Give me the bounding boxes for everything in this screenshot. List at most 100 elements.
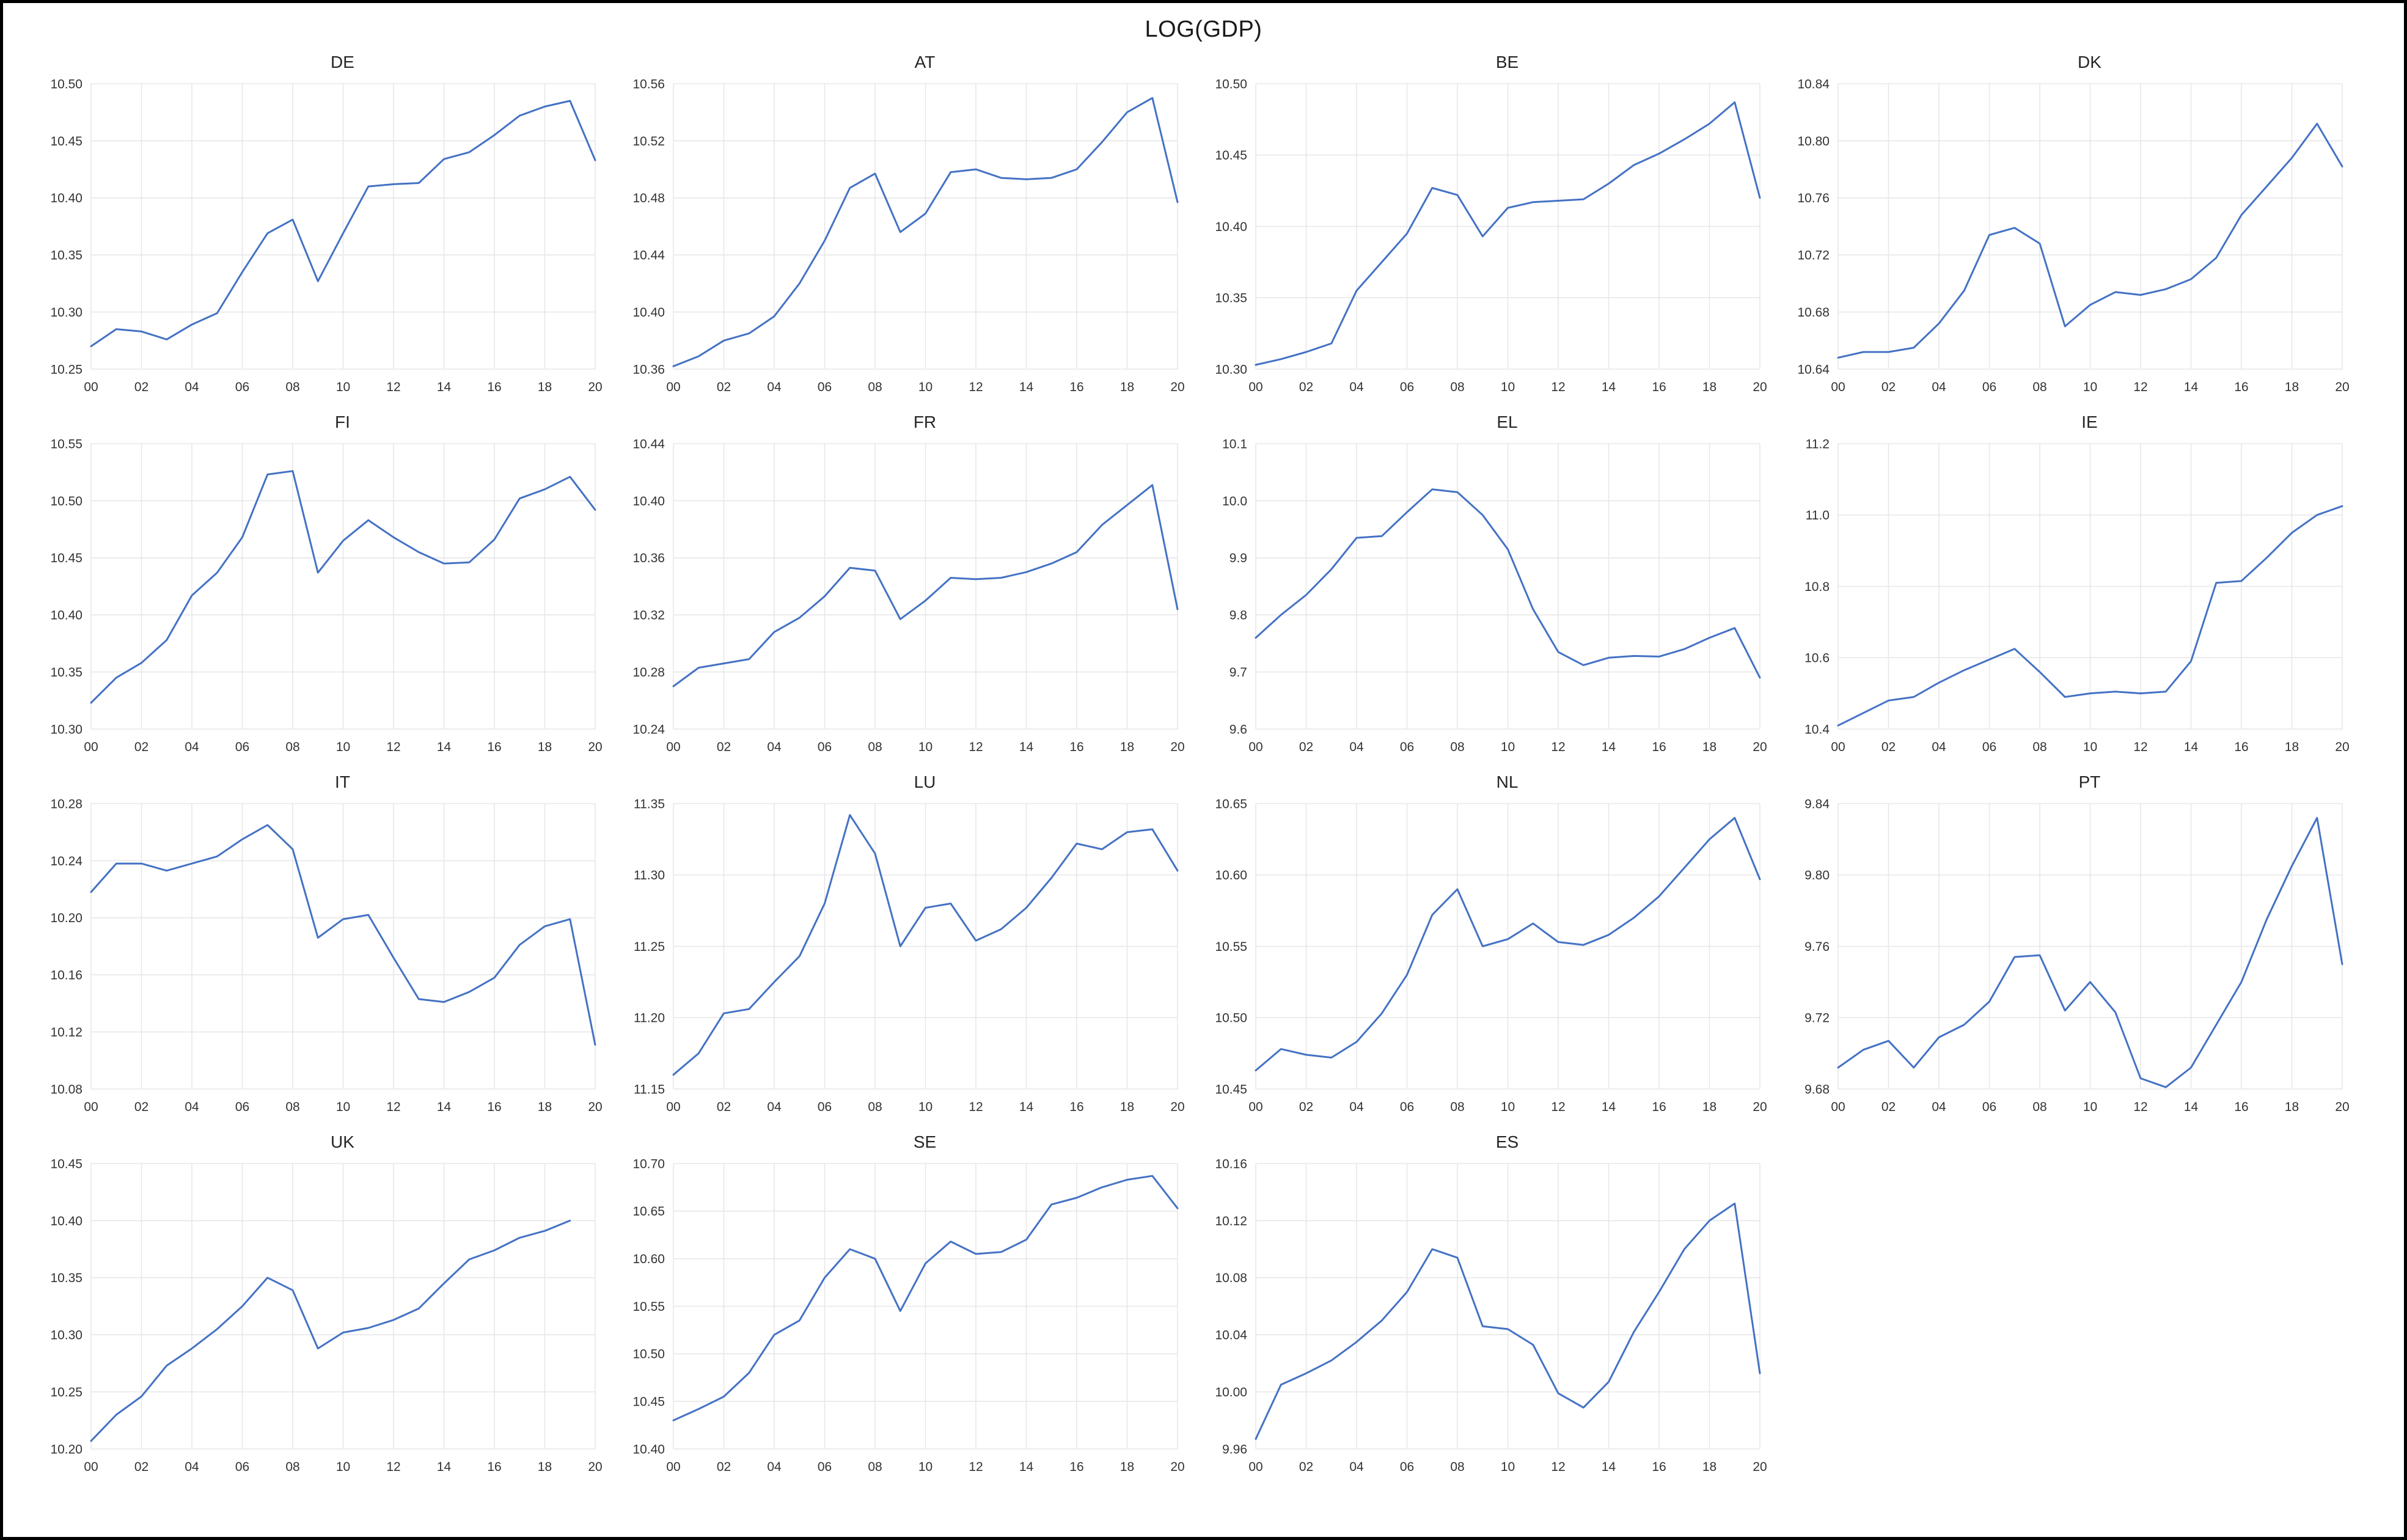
svg-text:11.30: 11.30 (634, 868, 665, 882)
svg-text:06: 06 (235, 740, 249, 754)
svg-text:00: 00 (84, 740, 98, 754)
svg-text:10.40: 10.40 (50, 191, 82, 205)
svg-text:10.08: 10.08 (50, 1082, 82, 1096)
svg-text:20: 20 (2335, 1100, 2349, 1114)
svg-text:10.12: 10.12 (1215, 1214, 1247, 1228)
svg-text:10.40: 10.40 (632, 306, 665, 320)
svg-text:16: 16 (1069, 380, 1083, 394)
svg-text:04: 04 (767, 380, 782, 394)
svg-text:18: 18 (1120, 740, 1134, 754)
svg-text:11.2: 11.2 (1806, 437, 1830, 451)
svg-text:00: 00 (1248, 1460, 1262, 1474)
svg-text:02: 02 (717, 1460, 731, 1474)
chart-plot: 10.36 10.40 10.44 10.48 10.52 10.56 00 02 04 06 08… (632, 77, 1184, 394)
svg-text:12: 12 (386, 1460, 400, 1474)
svg-text:10.50: 10.50 (50, 494, 82, 508)
svg-text:08: 08 (868, 1460, 882, 1474)
svg-text:10.24: 10.24 (632, 722, 665, 736)
svg-text:14: 14 (437, 380, 452, 394)
svg-text:06: 06 (1982, 740, 1996, 754)
svg-text:16: 16 (1652, 1100, 1666, 1114)
chart-title: UK (331, 1132, 354, 1151)
svg-text:14: 14 (1019, 1100, 1034, 1114)
svg-text:10.1: 10.1 (1222, 437, 1247, 451)
svg-text:10: 10 (918, 1460, 932, 1474)
svg-text:10.84: 10.84 (1797, 77, 1830, 91)
svg-text:10.35: 10.35 (50, 249, 82, 263)
svg-text:10: 10 (918, 380, 932, 394)
svg-text:18: 18 (1120, 1100, 1134, 1114)
svg-text:14: 14 (1019, 740, 1034, 754)
svg-text:10.50: 10.50 (632, 1348, 665, 1362)
svg-text:9.7: 9.7 (1229, 666, 1247, 680)
svg-text:16: 16 (2234, 380, 2248, 394)
svg-text:16: 16 (487, 1460, 501, 1474)
svg-text:18: 18 (538, 740, 552, 754)
svg-text:20: 20 (1753, 1460, 1767, 1474)
svg-text:9.96: 9.96 (1222, 1442, 1247, 1456)
svg-text:12: 12 (2133, 740, 2147, 754)
svg-text:12: 12 (969, 740, 983, 754)
svg-text:06: 06 (1400, 380, 1414, 394)
chart-panel: IT 10.08 10.12 10.16 10.20 10.24 10.28 00 02 04 0… (41, 771, 612, 1122)
chart-plot: 11.15 11.20 11.25 11.30 11.35 00 02 04 06 08 10 12 1… (634, 797, 1185, 1114)
svg-text:10.6: 10.6 (1804, 651, 1830, 666)
svg-text:18: 18 (1120, 1460, 1134, 1474)
chart-panel: ES 9.96 10.00 10.04 10.08 10.12 10.16 00 02 04 06… (1206, 1131, 1777, 1482)
svg-text:12: 12 (969, 1100, 983, 1114)
chart-title: NL (1496, 772, 1519, 791)
svg-text:18: 18 (2285, 1100, 2299, 1114)
svg-text:10: 10 (336, 1460, 350, 1474)
svg-text:20: 20 (1753, 740, 1767, 754)
svg-text:10.45: 10.45 (1215, 1082, 1247, 1096)
svg-text:08: 08 (2032, 740, 2046, 754)
svg-text:16: 16 (487, 380, 501, 394)
svg-text:06: 06 (818, 740, 832, 754)
figure-title: LOG(GDP) (1145, 16, 1262, 42)
svg-text:10.35: 10.35 (50, 666, 82, 680)
chart-title: PT (2078, 772, 2101, 791)
svg-text:14: 14 (1019, 1460, 1034, 1474)
svg-text:02: 02 (1881, 740, 1896, 754)
svg-text:06: 06 (235, 1100, 249, 1114)
svg-text:04: 04 (767, 1100, 782, 1114)
svg-text:20: 20 (588, 1460, 602, 1474)
chart-panel: AT 10.36 10.40 10.44 10.48 10.52 10.56 00 02 04 0… (623, 51, 1195, 402)
chart-panel: SE 10.40 10.45 10.50 10.55 10.60 10.65 10.70 00… (623, 1131, 1195, 1482)
svg-text:10: 10 (1501, 380, 1515, 394)
svg-text:10.68: 10.68 (1797, 306, 1830, 320)
svg-text:00: 00 (666, 740, 680, 754)
svg-text:00: 00 (1831, 380, 1845, 394)
svg-text:11.20: 11.20 (634, 1011, 665, 1025)
chart-title: IE (2081, 413, 2098, 431)
chart-panel: FR 10.24 10.28 10.32 10.36 10.40 10.44 00 02 04 0… (623, 411, 1195, 762)
svg-text:10.28: 10.28 (632, 666, 665, 680)
chart-title: DE (331, 53, 354, 72)
svg-text:20: 20 (1170, 1460, 1184, 1474)
svg-text:14: 14 (2184, 740, 2199, 754)
svg-text:10.64: 10.64 (1797, 362, 1830, 376)
svg-text:10.16: 10.16 (50, 969, 82, 983)
svg-text:12: 12 (386, 380, 400, 394)
svg-text:10.40: 10.40 (632, 494, 665, 508)
svg-text:02: 02 (1299, 1460, 1313, 1474)
svg-text:10.20: 10.20 (50, 1442, 82, 1456)
svg-text:20: 20 (1753, 1100, 1767, 1114)
svg-text:16: 16 (487, 740, 501, 754)
svg-text:08: 08 (2032, 380, 2046, 394)
svg-text:02: 02 (134, 1100, 148, 1114)
svg-text:08: 08 (285, 380, 299, 394)
chart-panel: BE 10.30 10.35 10.40 10.45 10.50 00 02 04 06 08 10… (1206, 51, 1777, 402)
svg-text:16: 16 (1652, 1460, 1666, 1474)
svg-text:12: 12 (1551, 1460, 1565, 1474)
svg-text:20: 20 (588, 740, 602, 754)
svg-text:10.52: 10.52 (632, 134, 665, 148)
svg-text:16: 16 (487, 1100, 501, 1114)
svg-text:08: 08 (868, 740, 882, 754)
chart-plot: 9.6 9.7 9.8 9.9 10.0 10.1 00 02 04 06 08 10 12 14 16 18… (1222, 437, 1767, 754)
svg-text:9.9: 9.9 (1229, 551, 1247, 565)
svg-text:10.48: 10.48 (632, 191, 665, 205)
svg-text:10.45: 10.45 (1215, 148, 1247, 163)
svg-text:10.44: 10.44 (632, 437, 665, 451)
